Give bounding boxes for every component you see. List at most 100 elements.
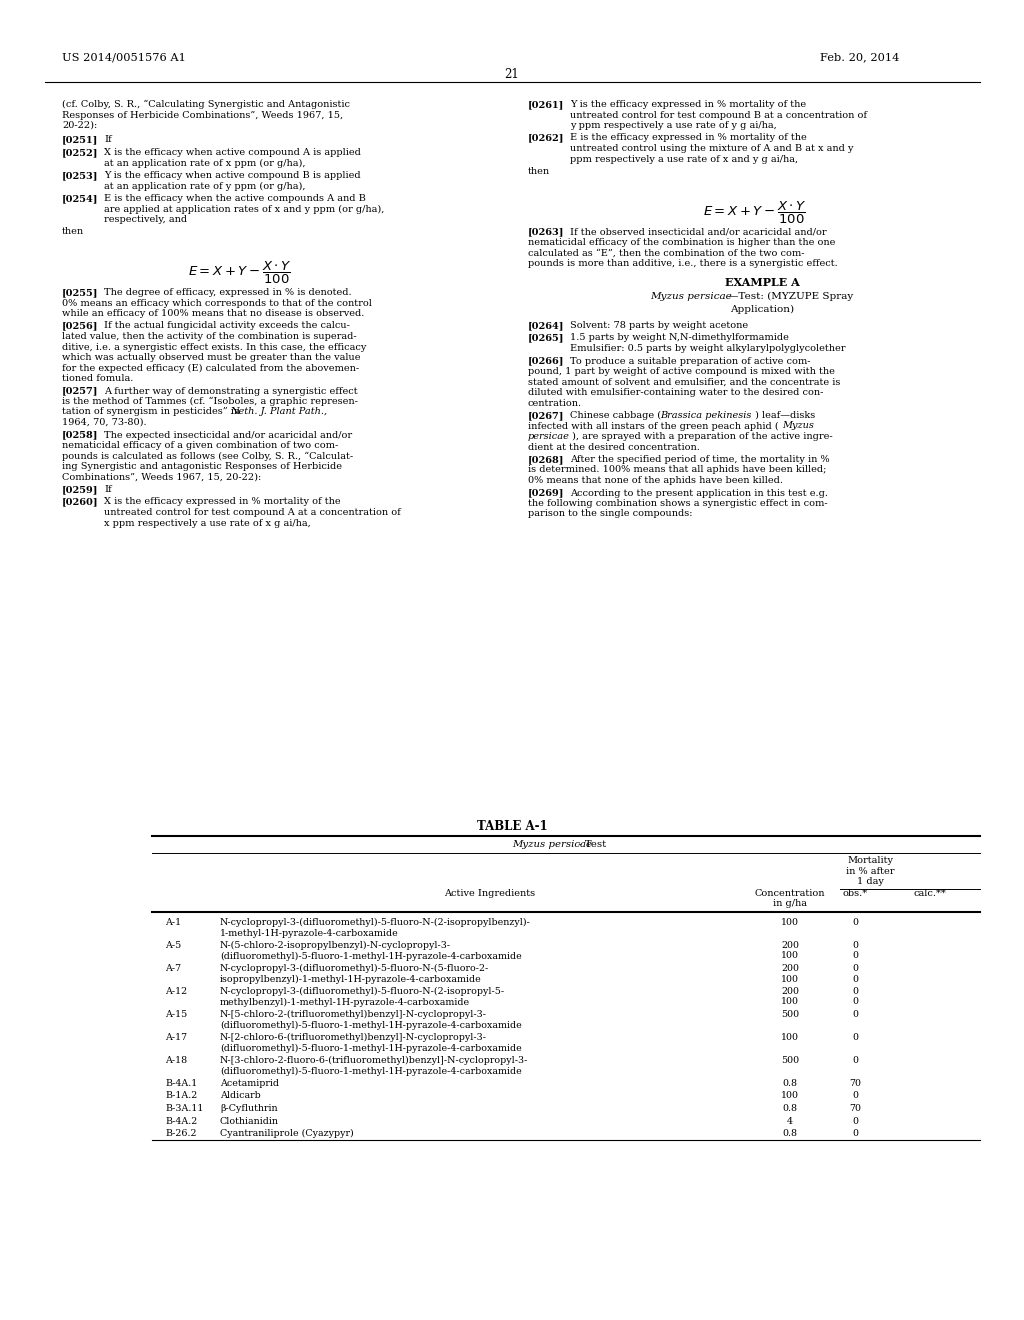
Text: [0251]: [0251]: [62, 136, 98, 144]
Text: X is the efficacy when active compound A is applied: X is the efficacy when active compound A…: [104, 148, 360, 157]
Text: B-3A.11: B-3A.11: [165, 1104, 204, 1113]
Text: N-cyclopropyl-3-(difluoromethyl)-5-fluoro-N-(5-fluoro-2-: N-cyclopropyl-3-(difluoromethyl)-5-fluor…: [220, 964, 489, 973]
Text: After the specified period of time, the mortality in %: After the specified period of time, the …: [570, 455, 829, 465]
Text: 1.5 parts by weight N,N-dimethylformamide: 1.5 parts by weight N,N-dimethylformamid…: [570, 334, 788, 342]
Text: 0% means that none of the aphids have been killed.: 0% means that none of the aphids have be…: [528, 477, 783, 484]
Text: which was actually observed must be greater than the value: which was actually observed must be grea…: [62, 352, 360, 362]
Text: 0: 0: [852, 952, 858, 961]
Text: 100: 100: [781, 998, 799, 1006]
Text: The expected insecticidal and/or acaricidal and/or: The expected insecticidal and/or acarici…: [104, 430, 352, 440]
Text: 20-22):: 20-22):: [62, 121, 97, 129]
Text: 1964, 70, 73-80).: 1964, 70, 73-80).: [62, 418, 146, 426]
Text: N-[5-chloro-2-(trifluoromethyl)benzyl]-N-cyclopropyl-3-: N-[5-chloro-2-(trifluoromethyl)benzyl]-N…: [220, 1010, 487, 1019]
Text: y ppm respectively a use rate of y g ai/ha,: y ppm respectively a use rate of y g ai/…: [570, 121, 777, 129]
Text: centration.: centration.: [528, 399, 582, 408]
Text: then: then: [528, 168, 550, 176]
Text: 0: 0: [852, 1092, 858, 1101]
Text: To produce a suitable preparation of active com-: To produce a suitable preparation of act…: [570, 356, 811, 366]
Text: while an efficacy of 100% means that no disease is observed.: while an efficacy of 100% means that no …: [62, 309, 365, 318]
Text: at an application rate of y ppm (or g/ha),: at an application rate of y ppm (or g/ha…: [104, 181, 305, 190]
Text: Myzus: Myzus: [782, 421, 814, 430]
Text: [0253]: [0253]: [62, 172, 98, 180]
Text: [0265]: [0265]: [528, 334, 564, 342]
Text: Chinese cabbage (: Chinese cabbage (: [570, 411, 662, 420]
Text: Responses of Herbicide Combinations”, Weeds 1967, 15,: Responses of Herbicide Combinations”, We…: [62, 111, 343, 120]
Text: persicae: persicae: [528, 432, 570, 441]
Text: is determined. 100% means that all aphids have been killed;: is determined. 100% means that all aphid…: [528, 466, 826, 474]
Text: Feb. 20, 2014: Feb. 20, 2014: [820, 51, 899, 62]
Text: If: If: [104, 136, 112, 144]
Text: 0.8: 0.8: [782, 1129, 798, 1138]
Text: $E = X + Y - \dfrac{X \cdot Y}{100}$: $E = X + Y - \dfrac{X \cdot Y}{100}$: [703, 199, 807, 226]
Text: tation of synergism in pesticides” in: tation of synergism in pesticides” in: [62, 408, 244, 417]
Text: in g/ha: in g/ha: [773, 899, 807, 908]
Text: B-1A.2: B-1A.2: [165, 1092, 198, 1101]
Text: N-[2-chloro-6-(trifluoromethyl)benzyl]-N-cyclopropyl-3-: N-[2-chloro-6-(trifluoromethyl)benzyl]-N…: [220, 1034, 487, 1041]
Text: A-18: A-18: [165, 1056, 187, 1065]
Text: 0: 0: [852, 1034, 858, 1041]
Text: lated value, then the activity of the combination is superad-: lated value, then the activity of the co…: [62, 333, 356, 341]
Text: [0256]: [0256]: [62, 322, 98, 330]
Text: [0269]: [0269]: [528, 488, 564, 498]
Text: (difluoromethyl)-5-fluoro-1-methyl-1H-pyrazole-4-carboxamide: (difluoromethyl)-5-fluoro-1-methyl-1H-py…: [220, 1067, 522, 1076]
Text: 100: 100: [781, 952, 799, 961]
Text: nematicidal efficacy of the combination is higher than the one: nematicidal efficacy of the combination …: [528, 238, 836, 247]
Text: pounds is calculated as follows (see Colby, S. R., “Calculat-: pounds is calculated as follows (see Col…: [62, 451, 353, 461]
Text: Aldicarb: Aldicarb: [220, 1092, 261, 1101]
Text: calculated as “E”, then the combination of the two com-: calculated as “E”, then the combination …: [528, 248, 805, 257]
Text: Cyantraniliprole (Cyazypyr): Cyantraniliprole (Cyazypyr): [220, 1129, 353, 1138]
Text: (cf. Colby, S. R., “Calculating Synergistic and Antagonistic: (cf. Colby, S. R., “Calculating Synergis…: [62, 100, 350, 110]
Text: Application): Application): [730, 305, 794, 314]
Text: A-12: A-12: [165, 987, 187, 997]
Text: x ppm respectively a use rate of x g ai/ha,: x ppm respectively a use rate of x g ai/…: [104, 519, 310, 528]
Text: calc.**: calc.**: [913, 888, 946, 898]
Text: ), are sprayed with a preparation of the active ingre-: ), are sprayed with a preparation of the…: [572, 432, 833, 441]
Text: untreated control using the mixture of A and B at x and y: untreated control using the mixture of A…: [570, 144, 853, 153]
Text: 0: 0: [852, 1129, 858, 1138]
Text: 1-methyl-1H-pyrazole-4-carboxamide: 1-methyl-1H-pyrazole-4-carboxamide: [220, 928, 398, 937]
Text: Solvent: 78 parts by weight acetone: Solvent: 78 parts by weight acetone: [570, 321, 749, 330]
Text: untreated control for test compound A at a concentration of: untreated control for test compound A at…: [104, 508, 400, 517]
Text: [0261]: [0261]: [528, 100, 564, 110]
Text: Mortality: Mortality: [847, 855, 893, 865]
Text: [0263]: [0263]: [528, 227, 564, 236]
Text: If the actual fungicidal activity exceeds the calcu-: If the actual fungicidal activity exceed…: [104, 322, 350, 330]
Text: 200: 200: [781, 987, 799, 997]
Text: US 2014/0051576 A1: US 2014/0051576 A1: [62, 51, 186, 62]
Text: 0: 0: [852, 1010, 858, 1019]
Text: is the method of Tammes (cf. “Isoboles, a graphic represen-: is the method of Tammes (cf. “Isoboles, …: [62, 397, 357, 407]
Text: X is the efficacy expressed in % mortality of the: X is the efficacy expressed in % mortali…: [104, 498, 341, 507]
Text: infected with all instars of the green peach aphid (: infected with all instars of the green p…: [528, 421, 778, 430]
Text: ppm respectively a use rate of x and y g ai/ha,: ppm respectively a use rate of x and y g…: [570, 154, 798, 164]
Text: A-17: A-17: [165, 1034, 187, 1041]
Text: ) leaf—disks: ) leaf—disks: [755, 411, 815, 420]
Text: 100: 100: [781, 974, 799, 983]
Text: - Test: - Test: [575, 840, 606, 849]
Text: Emulsifier: 0.5 parts by weight alkylarylpolyglycolether: Emulsifier: 0.5 parts by weight alkylary…: [570, 345, 846, 352]
Text: A-1: A-1: [165, 917, 181, 927]
Text: If the observed insecticidal and/or acaricidal and/or: If the observed insecticidal and/or acar…: [570, 227, 826, 236]
Text: EXAMPLE A: EXAMPLE A: [725, 277, 800, 289]
Text: [0267]: [0267]: [528, 411, 564, 420]
Text: According to the present application in this test e.g.: According to the present application in …: [570, 488, 828, 498]
Text: 0: 0: [852, 964, 858, 973]
Text: respectively, and: respectively, and: [104, 215, 187, 224]
Text: Acetamiprid: Acetamiprid: [220, 1078, 279, 1088]
Text: Clothianidin: Clothianidin: [220, 1117, 279, 1126]
Text: ing Synergistic and antagonistic Responses of Herbicide: ing Synergistic and antagonistic Respons…: [62, 462, 342, 471]
Text: $E = X + Y - \dfrac{X \cdot Y}{100}$: $E = X + Y - \dfrac{X \cdot Y}{100}$: [188, 260, 292, 286]
Text: The degree of efficacy, expressed in % is denoted.: The degree of efficacy, expressed in % i…: [104, 288, 351, 297]
Text: —Test: (MYZUPE Spray: —Test: (MYZUPE Spray: [728, 292, 853, 301]
Text: B-26.2: B-26.2: [165, 1129, 197, 1138]
Text: diluted with emulsifier-containing water to the desired con-: diluted with emulsifier-containing water…: [528, 388, 823, 397]
Text: [0268]: [0268]: [528, 455, 564, 465]
Text: N-cyclopropyl-3-(difluoromethyl)-5-fluoro-N-(2-isopropylbenzyl)-: N-cyclopropyl-3-(difluoromethyl)-5-fluor…: [220, 917, 530, 927]
Text: are applied at application rates of x and y ppm (or g/ha),: are applied at application rates of x an…: [104, 205, 384, 214]
Text: pounds is more than additive, i.e., there is a synergistic effect.: pounds is more than additive, i.e., ther…: [528, 259, 838, 268]
Text: 0: 0: [852, 941, 858, 950]
Text: A-15: A-15: [165, 1010, 187, 1019]
Text: (difluoromethyl)-5-fluoro-1-methyl-1H-pyrazole-4-carboxamide: (difluoromethyl)-5-fluoro-1-methyl-1H-py…: [220, 1044, 522, 1052]
Text: nematicidal efficacy of a given combination of two com-: nematicidal efficacy of a given combinat…: [62, 441, 338, 450]
Text: [0258]: [0258]: [62, 430, 98, 440]
Text: A-7: A-7: [165, 964, 181, 973]
